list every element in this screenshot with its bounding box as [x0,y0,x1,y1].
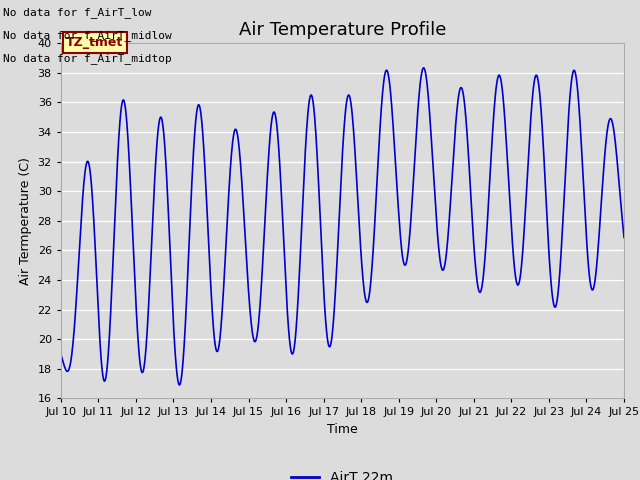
Text: No data for f_AirT_midlow: No data for f_AirT_midlow [3,30,172,41]
Title: Air Temperature Profile: Air Temperature Profile [239,21,446,39]
Text: TZ_tmet: TZ_tmet [67,36,124,49]
Y-axis label: Air Termperature (C): Air Termperature (C) [19,157,32,285]
X-axis label: Time: Time [327,423,358,436]
Legend: AirT 22m: AirT 22m [286,466,399,480]
Text: No data for f_AirT_midtop: No data for f_AirT_midtop [3,53,172,64]
Text: No data for f_AirT_low: No data for f_AirT_low [3,7,152,18]
